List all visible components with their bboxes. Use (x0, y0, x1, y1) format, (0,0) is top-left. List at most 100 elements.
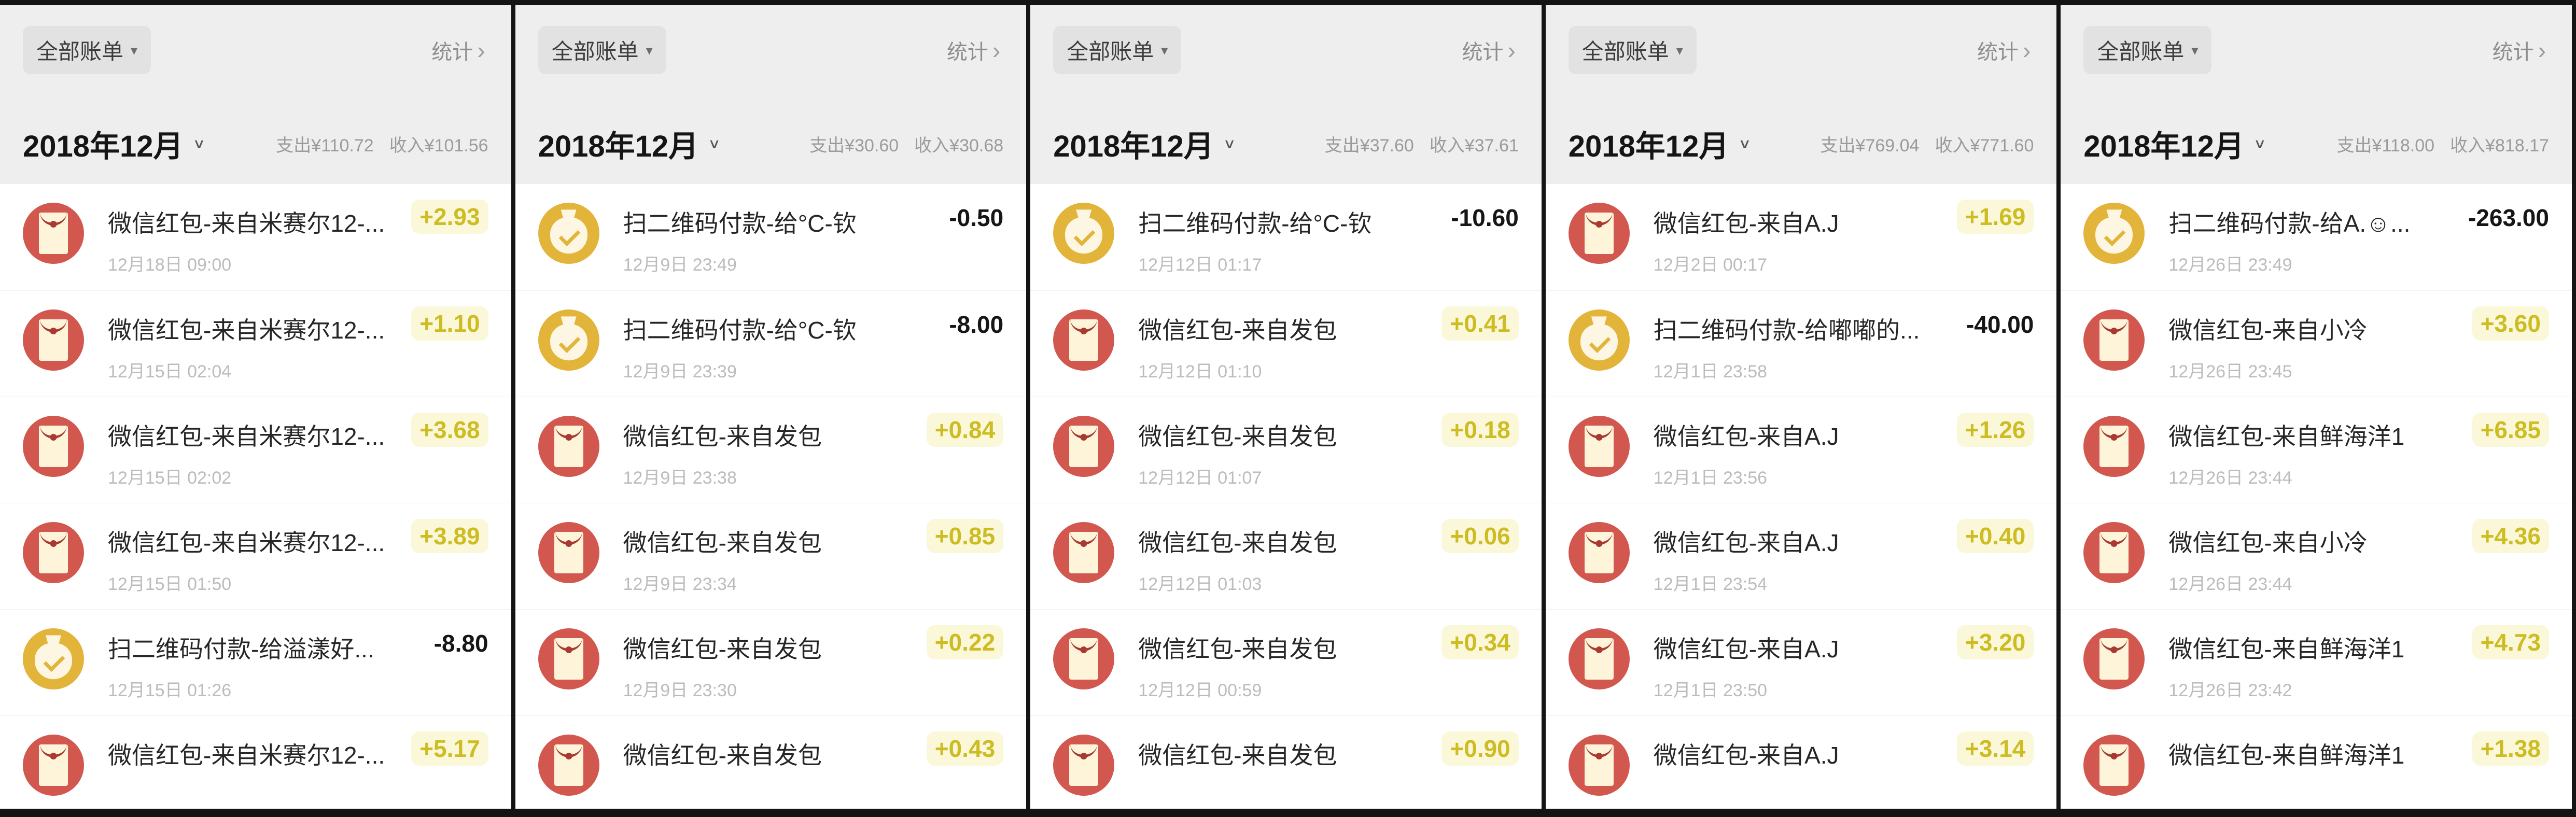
red-envelope-icon (538, 628, 599, 689)
chevron-down-icon: ▾ (2191, 42, 2199, 58)
transaction-list: 扫二维码付款-给°C-钦 12月9日 23:49 -0.50 扫二维码付款-给°… (515, 184, 1027, 809)
transaction-amount: +3.14 (1956, 731, 2034, 766)
transaction-row[interactable]: 微信红包-来自发包 12月12日 01:07 +0.18 (1030, 397, 1542, 503)
transaction-row[interactable]: 微信红包-来自鲜海洋1 12月26日 23:42 +4.73 (2061, 609, 2572, 715)
transaction-row[interactable]: 扫二维码付款-给嘟嘟的... 12月1日 23:58 -40.00 (1545, 290, 2057, 397)
transaction-date: 12月12日 01:17 (1138, 255, 1262, 275)
transaction-row[interactable]: 微信红包-来自A.J 12月1日 23:56 +1.26 (1545, 397, 2057, 503)
transaction-amount: +3.89 (411, 519, 488, 553)
transaction-date: 12月2日 00:17 (1653, 255, 1768, 275)
transaction-row[interactable]: 微信红包-来自米赛尔12-... 12月15日 02:04 +1.10 (0, 290, 511, 397)
transaction-row[interactable]: 微信红包-来自发包 12月9日 23:34 +0.85 (515, 503, 1027, 609)
transaction-row[interactable]: 微信红包-来自发包 +0.43 (515, 715, 1027, 809)
stats-link[interactable]: 统计 › (1459, 35, 1518, 66)
transaction-row[interactable]: 微信红包-来自A.J 12月1日 23:54 +0.40 (1545, 503, 2057, 609)
transaction-row[interactable]: 微信红包-来自米赛尔12-... 12月15日 01:50 +3.89 (0, 503, 511, 609)
transaction-row[interactable]: 微信红包-来自米赛尔12-... 12月15日 02:02 +3.68 (0, 397, 511, 503)
transaction-title: 扫二维码付款-给嘟嘟的... (1653, 317, 1920, 344)
transaction-row[interactable]: 微信红包-来自鲜海洋1 +1.38 (2061, 715, 2572, 809)
transaction-row[interactable]: 扫二维码付款-给溢漾好... 12月15日 01:26 -8.80 (0, 609, 511, 715)
transaction-row[interactable]: 微信红包-来自发包 12月12日 00:59 +0.34 (1030, 609, 1542, 715)
bill-panel: 全部账单 ▾ 统计 › 2018年12月 ∨ 支出¥30.60 收入¥30.68 (515, 5, 1027, 809)
month-dropdown[interactable]: 2018年12月 ∨ (1569, 122, 1751, 165)
transaction-text: 微信红包-来自A.J 12月1日 23:56 (1654, 414, 1839, 489)
transaction-amount: +0.85 (926, 519, 1004, 553)
transaction-row[interactable]: 微信红包-来自发包 12月12日 01:03 +0.06 (1030, 503, 1542, 609)
transaction-date: 12月15日 02:04 (108, 362, 232, 382)
filter-dropdown[interactable]: 全部账单 ▾ (538, 26, 666, 74)
filter-dropdown[interactable]: 全部账单 ▾ (1053, 26, 1182, 74)
month-dropdown[interactable]: 2018年12月 ∨ (538, 122, 721, 165)
transaction-row[interactable]: 微信红包-来自米赛尔12-... 12月18日 09:00 +2.93 (0, 184, 511, 290)
transaction-row[interactable]: 微信红包-来自小冷 12月26日 23:44 +4.36 (2061, 503, 2572, 609)
transaction-date: 12月15日 01:26 (108, 681, 232, 700)
stats-link[interactable]: 统计 › (2489, 35, 2549, 66)
transaction-row[interactable]: 微信红包-来自鲜海洋1 12月26日 23:44 +6.85 (2061, 397, 2572, 503)
month-dropdown[interactable]: 2018年12月 ∨ (1053, 122, 1236, 165)
transaction-text: 扫二维码付款-给嘟嘟的... 12月1日 23:58 (1654, 307, 1920, 383)
transaction-row[interactable]: 微信红包-来自发包 12月9日 23:30 +0.22 (515, 609, 1027, 715)
transaction-row[interactable]: 微信红包-来自米赛尔12-... +5.17 (0, 715, 511, 809)
transaction-text: 微信红包-来自发包 12月12日 00:59 (1138, 626, 1337, 701)
month-dropdown[interactable]: 2018年12月 ∨ (23, 122, 205, 165)
chevron-right-icon: › (1507, 36, 1516, 64)
transaction-row[interactable]: 扫二维码付款-给°C-钦 12月12日 01:17 -10.60 (1030, 184, 1542, 290)
top-bar: 全部账单 ▾ 统计 › (23, 5, 488, 74)
red-envelope-icon (1568, 628, 1630, 689)
red-envelope-icon (538, 735, 599, 796)
transaction-text: 微信红包-来自米赛尔12-... 12月15日 02:04 (108, 307, 385, 383)
filter-dropdown[interactable]: 全部账单 ▾ (23, 26, 151, 74)
transaction-text: 微信红包-来自发包 12月12日 01:03 (1138, 520, 1337, 595)
transaction-row[interactable]: 扫二维码付款-给A.☺... 12月26日 23:49 -263.00 (2061, 184, 2572, 290)
panel-header: 全部账单 ▾ 统计 › 2018年12月 ∨ 支出¥110.72 收入¥101.… (0, 5, 511, 184)
stats-link[interactable]: 统计 › (428, 35, 488, 66)
money-bag-icon (538, 309, 599, 371)
red-envelope-icon (2083, 522, 2145, 583)
transaction-text: 扫二维码付款-给A.☺... 12月26日 23:49 (2168, 201, 2410, 276)
transaction-row[interactable]: 微信红包-来自发包 +0.90 (1030, 715, 1542, 809)
stats-label: 统计 (1977, 40, 2019, 64)
transaction-row[interactable]: 扫二维码付款-给°C-钦 12月9日 23:49 -0.50 (515, 184, 1027, 290)
transaction-title: 扫二维码付款-给溢漾好... (108, 636, 374, 663)
top-bar: 全部账单 ▾ 统计 › (1053, 5, 1519, 74)
transaction-text: 微信红包-来自A.J 12月2日 00:17 (1654, 201, 1839, 276)
transaction-date: 12月1日 23:54 (1653, 574, 1768, 594)
transaction-text: 微信红包-来自米赛尔12-... 12月15日 01:50 (108, 520, 385, 595)
month-label: 2018年12月 (1568, 130, 1729, 163)
transaction-row[interactable]: 微信红包-来自A.J 12月2日 00:17 +1.69 (1545, 184, 2057, 290)
transaction-amount: +0.18 (1441, 413, 1519, 447)
transaction-row[interactable]: 微信红包-来自A.J +3.14 (1545, 715, 2057, 809)
filter-dropdown[interactable]: 全部账单 ▾ (2083, 26, 2212, 74)
transaction-row[interactable]: 微信红包-来自A.J 12月1日 23:50 +3.20 (1545, 609, 2057, 715)
transaction-title: 微信红包-来自发包 (1138, 529, 1337, 556)
transaction-title: 微信红包-来自A.J (1653, 742, 1839, 769)
top-bar: 全部账单 ▾ 统计 › (538, 5, 1004, 74)
stats-label: 统计 (431, 40, 473, 64)
transaction-title: 微信红包-来自发包 (623, 529, 822, 556)
expense-total: 支出¥30.60 (809, 135, 899, 156)
filter-label: 全部账单 (1067, 39, 1154, 64)
filter-dropdown[interactable]: 全部账单 ▾ (1568, 26, 1697, 74)
transaction-row[interactable]: 扫二维码付款-给°C-钦 12月9日 23:39 -8.00 (515, 290, 1027, 397)
transaction-amount: -8.00 (949, 311, 1004, 338)
transaction-row[interactable]: 微信红包-来自小冷 12月26日 23:45 +3.60 (2061, 290, 2572, 397)
transaction-title: 微信红包-来自发包 (1138, 423, 1337, 450)
chevron-right-icon: › (477, 36, 485, 64)
money-bag-icon (538, 203, 599, 264)
chevron-down-icon: ∨ (708, 136, 721, 151)
transaction-title: 扫二维码付款-给°C-钦 (623, 210, 857, 237)
transaction-title: 微信红包-来自米赛尔12-... (108, 317, 385, 344)
stats-label: 统计 (946, 40, 988, 64)
stats-link[interactable]: 统计 › (1974, 35, 2034, 66)
expense-total: 支出¥110.72 (276, 135, 374, 156)
transaction-amount: -10.60 (1451, 204, 1519, 231)
transaction-row[interactable]: 微信红包-来自发包 12月12日 01:10 +0.41 (1030, 290, 1542, 397)
transaction-date: 12月1日 23:50 (1653, 681, 1768, 700)
month-dropdown[interactable]: 2018年12月 ∨ (2083, 122, 2266, 165)
stats-link[interactable]: 统计 › (944, 35, 1003, 66)
red-envelope-icon (2083, 735, 2145, 796)
transaction-row[interactable]: 微信红包-来自发包 12月9日 23:38 +0.84 (515, 397, 1027, 503)
transaction-title: 微信红包-来自发包 (1138, 636, 1337, 663)
transaction-amount: +0.40 (1956, 519, 2034, 553)
